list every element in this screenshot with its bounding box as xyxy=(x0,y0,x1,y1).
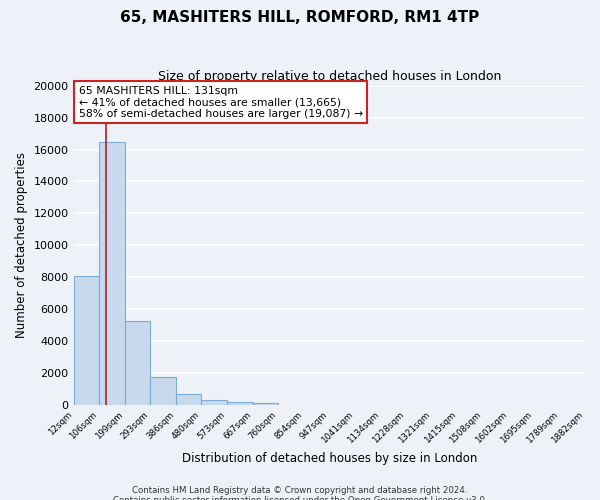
Y-axis label: Number of detached properties: Number of detached properties xyxy=(15,152,28,338)
Title: Size of property relative to detached houses in London: Size of property relative to detached ho… xyxy=(158,70,501,83)
X-axis label: Distribution of detached houses by size in London: Distribution of detached houses by size … xyxy=(182,452,477,465)
Text: 65, MASHITERS HILL, ROMFORD, RM1 4TP: 65, MASHITERS HILL, ROMFORD, RM1 4TP xyxy=(121,10,479,25)
Bar xyxy=(176,394,202,406)
Bar xyxy=(150,376,176,406)
Bar xyxy=(99,142,125,406)
Text: Contains HM Land Registry data © Crown copyright and database right 2024.: Contains HM Land Registry data © Crown c… xyxy=(132,486,468,495)
Bar xyxy=(253,404,278,406)
Bar xyxy=(227,402,253,406)
Bar xyxy=(125,320,150,406)
Text: 65 MASHITERS HILL: 131sqm
← 41% of detached houses are smaller (13,665)
58% of s: 65 MASHITERS HILL: 131sqm ← 41% of detac… xyxy=(79,86,363,119)
Text: Contains public sector information licensed under the Open Government Licence v3: Contains public sector information licen… xyxy=(113,496,487,500)
Bar xyxy=(74,276,99,406)
Bar xyxy=(202,400,227,406)
